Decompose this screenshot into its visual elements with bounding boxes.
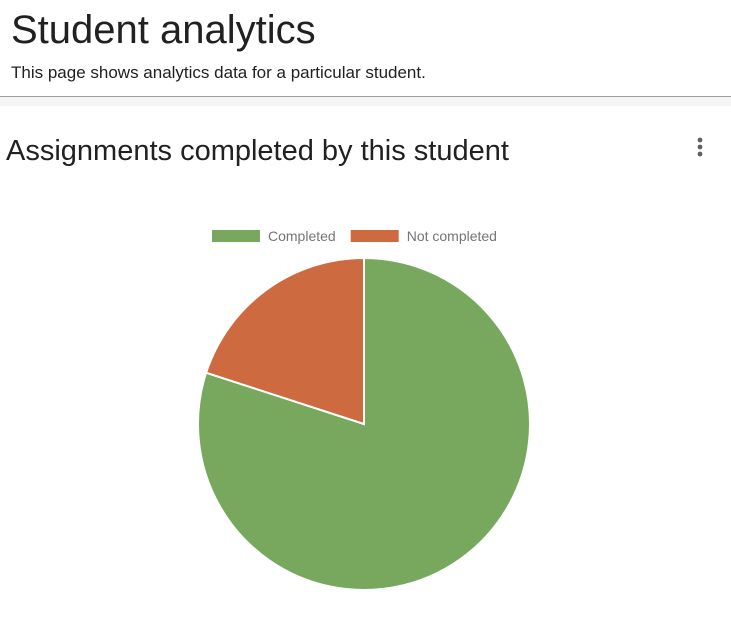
page-subtitle: This page shows analytics data for a par… <box>11 63 426 82</box>
chart-legend: Completed Not completed <box>212 228 497 244</box>
assignments-pie-chart: Completed Not completed <box>196 228 531 591</box>
pie-slice-not-completed[interactable] <box>204 256 365 426</box>
legend-swatch-completed[interactable] <box>212 230 260 242</box>
pie-slices <box>196 256 531 591</box>
more-vert-icon <box>697 137 703 157</box>
legend-swatch-not-completed[interactable] <box>350 230 399 242</box>
card-menu-button[interactable] <box>686 132 714 162</box>
section-divider <box>0 97 731 106</box>
card-title: Assignments completed by this student <box>6 135 509 167</box>
pie-slice-completed[interactable] <box>196 256 531 591</box>
legend-label-completed[interactable]: Completed <box>268 228 336 244</box>
legend-label-not-completed[interactable]: Not completed <box>407 228 497 244</box>
page-header: Student analytics This page shows analyt… <box>0 0 731 97</box>
page-title: Student analytics <box>11 8 316 52</box>
